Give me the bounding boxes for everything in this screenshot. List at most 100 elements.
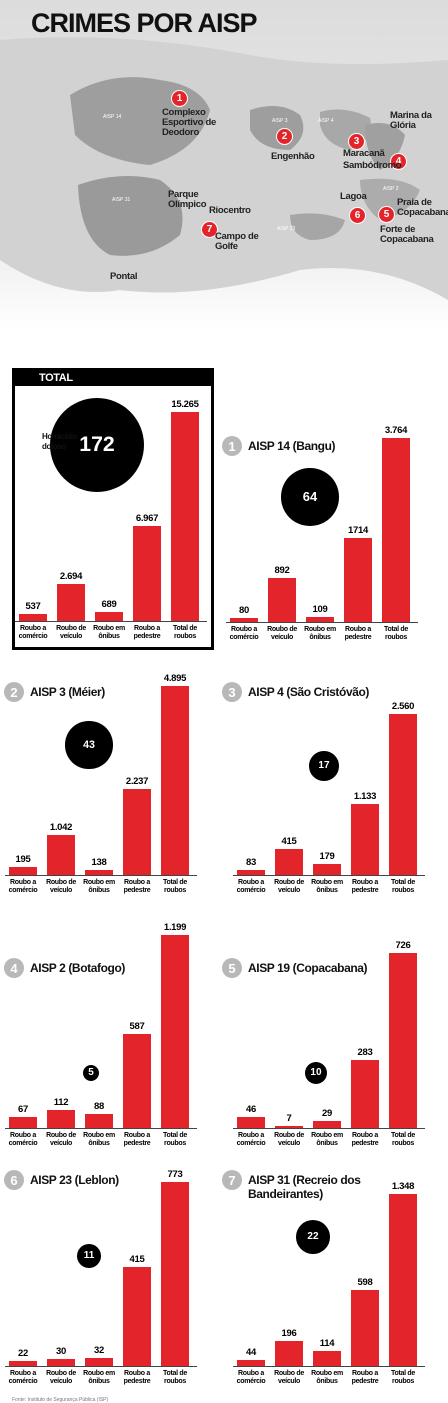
place-label: Pontal: [110, 271, 138, 282]
value-label: 114: [319, 1338, 335, 1350]
bar: [313, 1351, 341, 1366]
value-label: 6.967: [135, 512, 159, 524]
bar: [389, 714, 417, 875]
region-label: AISP 2: [383, 186, 399, 192]
category-label: Roubo a comércio: [8, 1370, 38, 1385]
value-label: 7: [286, 1113, 292, 1125]
bar: [275, 1126, 303, 1128]
homicide-circle: 64: [281, 468, 339, 526]
category-label: Roubo de veículo: [46, 879, 76, 894]
category-label: Roubo em ônibus: [311, 1132, 343, 1147]
category-label: Total de roubos: [163, 879, 187, 894]
map: [0, 0, 448, 330]
bar: [268, 578, 296, 622]
baseline: [233, 1128, 425, 1129]
value-label: 689: [101, 598, 117, 610]
category-label: Roubo a comércio: [236, 879, 266, 894]
category-label: Roubo em ônibus: [304, 626, 336, 641]
place-label: Maracanã: [343, 148, 385, 159]
value-label: 3.764: [384, 425, 408, 436]
bar: [230, 618, 258, 622]
bar: [313, 863, 341, 875]
map-marker: 6: [349, 207, 366, 224]
category-label: Roubo em ônibus: [311, 879, 343, 894]
value-label: 80: [239, 605, 249, 617]
category-label: Total de roubos: [391, 1132, 415, 1147]
map-marker: 2: [276, 128, 293, 145]
value-label: 2.694: [59, 571, 83, 583]
bar: [161, 686, 189, 875]
category-label: Roubo de veículo: [56, 625, 86, 640]
panel-number: 5: [222, 958, 242, 978]
value-label: 22: [18, 1347, 28, 1359]
panel-title: AISP 4 (São Cristóvão): [248, 685, 370, 699]
total-frame: [12, 368, 214, 650]
category-label: Total de roubos: [391, 879, 415, 894]
source: Fonte: Instituto de Segurança Pública (I…: [12, 1397, 109, 1403]
bar: [85, 869, 113, 875]
homicide-circle: 10: [304, 1061, 328, 1085]
bar: [47, 1109, 75, 1128]
bar: [161, 935, 189, 1128]
category-label: Roubo de veículo: [46, 1132, 76, 1147]
panel-title: AISP 14 (Bangu): [248, 439, 336, 453]
value-label: 15.265: [171, 399, 199, 410]
homicide-circle: 5: [82, 1064, 100, 1082]
place-label: Parque Olímpico: [168, 189, 207, 210]
bar: [85, 1113, 113, 1128]
place-label: Engenhão: [271, 151, 315, 162]
value-label: 537: [25, 600, 41, 612]
homicide-circle: 172: [49, 397, 145, 493]
place-label: Marina da Glória: [390, 110, 432, 131]
category-label: Roubo de veículo: [274, 879, 304, 894]
baseline: [15, 621, 207, 622]
value-label: 283: [357, 1046, 373, 1058]
total-header: TOTAL: [15, 371, 211, 386]
bar: [57, 584, 85, 621]
value-label: 30: [56, 1345, 66, 1357]
bar: [351, 803, 379, 875]
place-label: Riocentro: [209, 205, 251, 216]
homicide-circle: 11: [77, 1244, 101, 1268]
panel-title: AISP 23 (Leblon): [30, 1173, 119, 1187]
category-label: Roubo a pedestre: [133, 625, 161, 640]
category-label: Roubo de veículo: [274, 1132, 304, 1147]
bar: [161, 1182, 189, 1366]
bar: [237, 1360, 265, 1366]
map-marker: 7: [201, 221, 218, 238]
value-label: 4.895: [163, 673, 187, 684]
bar: [123, 788, 151, 875]
bar: [133, 525, 161, 621]
panel-number: 7: [222, 1170, 242, 1190]
category-label: Roubo a comércio: [236, 1132, 266, 1147]
value-label: 109: [312, 603, 328, 615]
place-label: Lagoa: [340, 191, 367, 202]
region-label: AISP 4: [318, 118, 334, 124]
bar: [171, 412, 199, 621]
panel-title: AISP 2 (Botafogo): [30, 961, 125, 975]
value-label: 195: [15, 854, 31, 866]
value-label: 112: [53, 1096, 69, 1108]
value-label: 196: [281, 1327, 297, 1339]
value-label: 2.237: [125, 775, 149, 787]
category-label: Total de roubos: [391, 1370, 415, 1385]
category-label: Total de roubos: [173, 625, 197, 640]
bar: [351, 1059, 379, 1128]
bar: [9, 1117, 37, 1128]
panel-title: AISP 31 (Recreio dos Bandeirantes): [248, 1173, 361, 1201]
value-label: 892: [274, 565, 290, 577]
bar: [47, 1358, 75, 1366]
panel-number: 2: [4, 682, 24, 702]
map-marker: 4: [390, 153, 407, 170]
bar: [382, 438, 410, 622]
baseline: [226, 622, 418, 623]
category-label: Roubo em ônibus: [311, 1370, 343, 1385]
category-label: Roubo a pedestre: [351, 879, 379, 894]
bar: [344, 538, 372, 622]
region-label: AISP 14: [103, 114, 122, 120]
category-label: Total de roubos: [163, 1132, 187, 1147]
category-label: Roubo a comércio: [229, 626, 259, 641]
value-label: 138: [91, 856, 107, 868]
baseline: [233, 875, 425, 876]
